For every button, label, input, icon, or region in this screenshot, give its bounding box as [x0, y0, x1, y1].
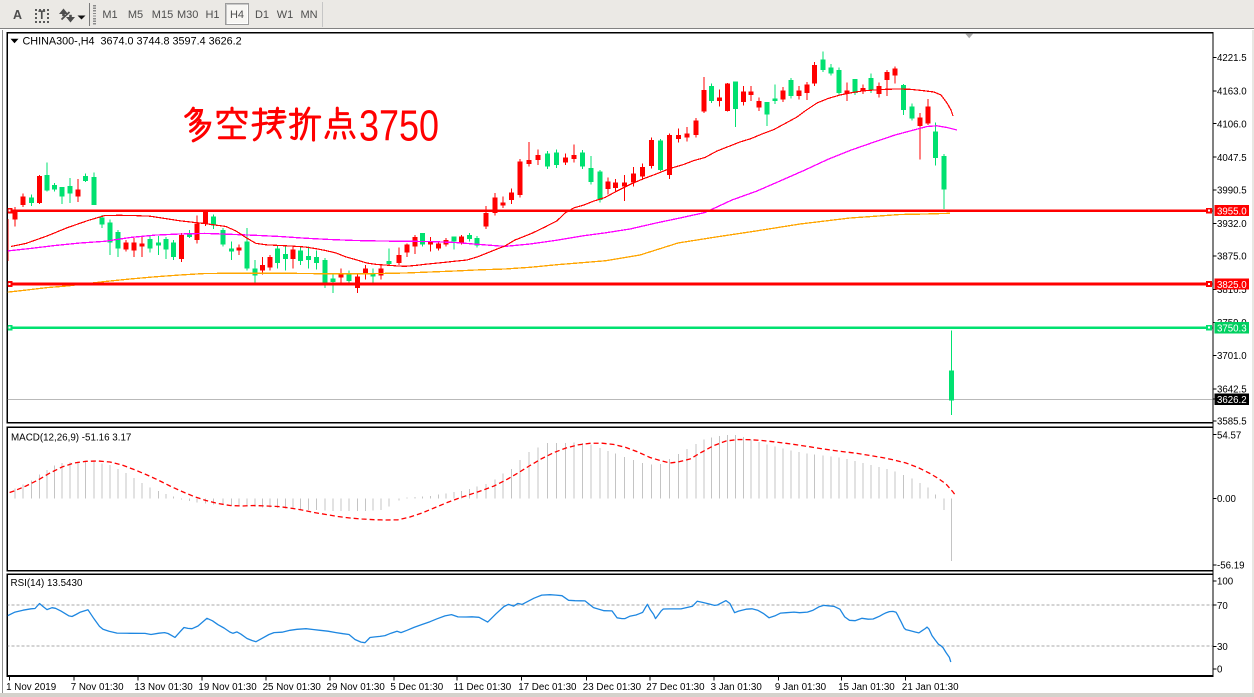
svg-text:70: 70	[1217, 601, 1228, 612]
svg-text:3701.0: 3701.0	[1217, 351, 1247, 362]
svg-text:17 Dec 01:30: 17 Dec 01:30	[518, 682, 577, 693]
svg-text:21 Jan 01:30: 21 Jan 01:30	[902, 682, 959, 693]
svg-text:3816.5: 3816.5	[1217, 285, 1247, 296]
svg-text:4221.5: 4221.5	[1217, 53, 1247, 64]
svg-text:4047.5: 4047.5	[1217, 153, 1247, 164]
svg-text:19 Nov 01:30: 19 Nov 01:30	[198, 682, 257, 693]
svg-text:13 Nov 01:30: 13 Nov 01:30	[134, 682, 193, 693]
svg-text:29 Nov 01:30: 29 Nov 01:30	[327, 682, 386, 693]
svg-text:4163.0: 4163.0	[1217, 87, 1247, 98]
svg-text:9 Jan 01:30: 9 Jan 01:30	[775, 682, 827, 693]
svg-text:25 Nov 01:30: 25 Nov 01:30	[263, 682, 322, 693]
svg-text:0.00: 0.00	[1217, 494, 1236, 505]
svg-text:3750: 3750	[359, 102, 439, 151]
svg-text:30: 30	[1217, 642, 1228, 653]
svg-text:7 Nov 01:30: 7 Nov 01:30	[71, 682, 124, 693]
svg-text:3 Jan 01:30: 3 Jan 01:30	[711, 682, 763, 693]
svg-text:3750.3: 3750.3	[1217, 324, 1247, 335]
svg-text:3626.2: 3626.2	[1217, 395, 1247, 406]
svg-text:27 Dec 01:30: 27 Dec 01:30	[646, 682, 705, 693]
svg-text:3875.0: 3875.0	[1217, 252, 1247, 263]
svg-text:3990.5: 3990.5	[1217, 186, 1247, 197]
svg-text:1 Nov 2019: 1 Nov 2019	[6, 682, 56, 693]
svg-text:100: 100	[1217, 577, 1234, 588]
svg-text:3932.0: 3932.0	[1217, 219, 1247, 230]
svg-text:5 Dec 01:30: 5 Dec 01:30	[390, 682, 443, 693]
svg-text:11 Dec 01:30: 11 Dec 01:30	[454, 682, 512, 693]
svg-text:23 Dec 01:30: 23 Dec 01:30	[583, 682, 642, 693]
svg-text:3955.0: 3955.0	[1217, 206, 1247, 217]
svg-text:3585.5: 3585.5	[1217, 417, 1247, 428]
svg-text:0: 0	[1217, 664, 1223, 675]
svg-text:MACD(12,26,9) -51.16 3.17: MACD(12,26,9) -51.16 3.17	[11, 432, 131, 443]
svg-text:3825.0: 3825.0	[1217, 280, 1247, 291]
svg-text:CHINA300-,H4 3674.0 3744.8 35: CHINA300-,H4 3674.0 3744.8 3597.4 3626.2	[23, 35, 242, 47]
svg-text:15 Jan 01:30: 15 Jan 01:30	[838, 682, 895, 693]
svg-text:4106.0: 4106.0	[1217, 119, 1247, 130]
svg-text:-56.19: -56.19	[1217, 560, 1244, 571]
svg-text:54.57: 54.57	[1217, 430, 1241, 441]
svg-text:3642.5: 3642.5	[1217, 385, 1247, 396]
svg-text:RSI(14) 13.5430: RSI(14) 13.5430	[11, 578, 83, 589]
